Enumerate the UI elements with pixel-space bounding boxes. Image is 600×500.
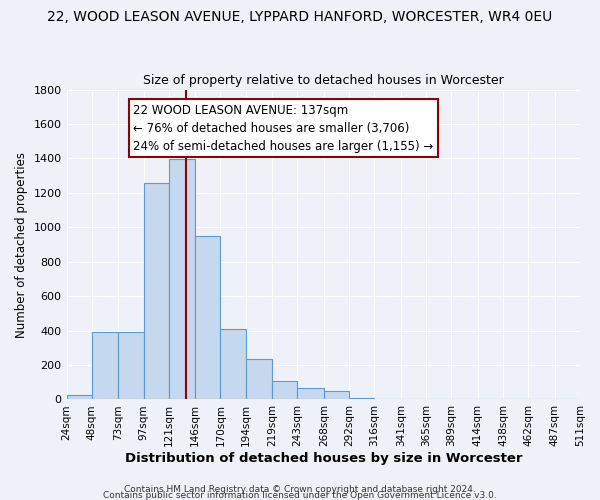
Title: Size of property relative to detached houses in Worcester: Size of property relative to detached ho… bbox=[143, 74, 503, 87]
Bar bbox=[529, 398, 554, 400]
Bar bbox=[349, 398, 374, 400]
Bar bbox=[169, 160, 195, 400]
Bar bbox=[67, 395, 92, 400]
Bar bbox=[220, 329, 246, 400]
Bar bbox=[195, 236, 220, 400]
Bar bbox=[298, 388, 324, 400]
Bar bbox=[503, 398, 529, 400]
Bar bbox=[451, 398, 478, 400]
Y-axis label: Number of detached properties: Number of detached properties bbox=[15, 152, 28, 338]
Bar bbox=[426, 398, 451, 400]
Bar bbox=[478, 398, 503, 400]
Bar bbox=[118, 332, 143, 400]
Bar bbox=[246, 359, 272, 400]
X-axis label: Distribution of detached houses by size in Worcester: Distribution of detached houses by size … bbox=[125, 452, 522, 465]
Text: 22 WOOD LEASON AVENUE: 137sqm
← 76% of detached houses are smaller (3,706)
24% o: 22 WOOD LEASON AVENUE: 137sqm ← 76% of d… bbox=[133, 104, 434, 152]
Bar bbox=[554, 398, 580, 400]
Bar bbox=[272, 380, 298, 400]
Bar bbox=[324, 391, 349, 400]
Text: Contains HM Land Registry data © Crown copyright and database right 2024.: Contains HM Land Registry data © Crown c… bbox=[124, 484, 476, 494]
Bar bbox=[401, 398, 426, 400]
Bar bbox=[143, 182, 169, 400]
Text: Contains public sector information licensed under the Open Government Licence v3: Contains public sector information licen… bbox=[103, 490, 497, 500]
Text: 22, WOOD LEASON AVENUE, LYPPARD HANFORD, WORCESTER, WR4 0EU: 22, WOOD LEASON AVENUE, LYPPARD HANFORD,… bbox=[47, 10, 553, 24]
Bar bbox=[92, 332, 118, 400]
Bar bbox=[374, 398, 401, 400]
